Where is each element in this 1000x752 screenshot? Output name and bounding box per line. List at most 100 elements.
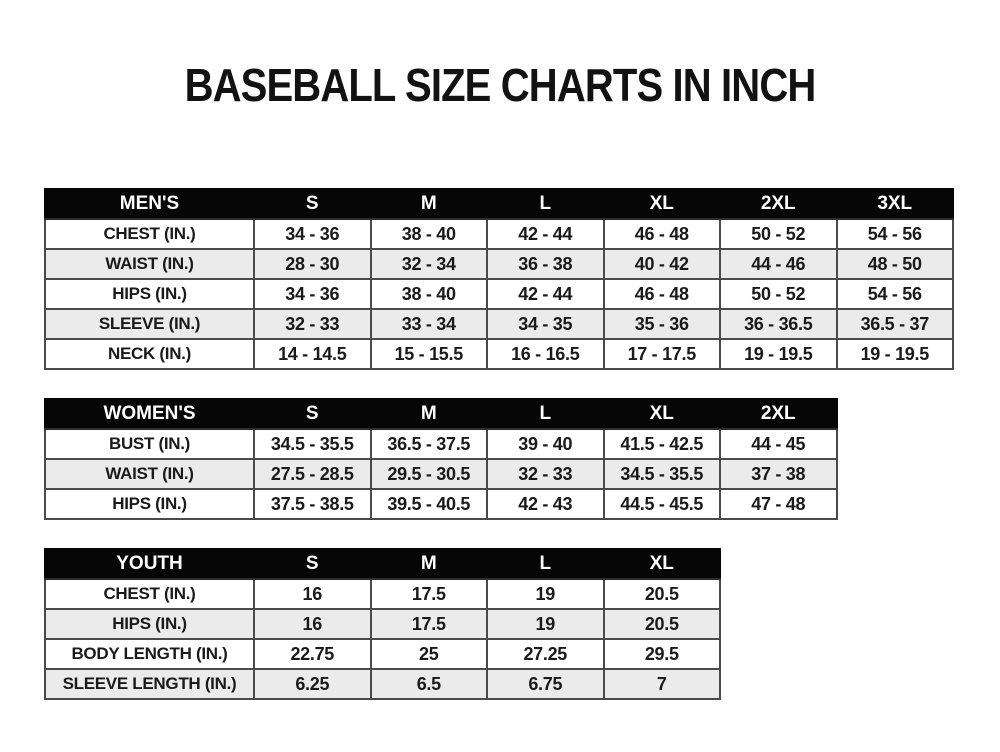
size-value-cell: 6.5 bbox=[369, 668, 488, 700]
row-label: CHEST (IN.) bbox=[44, 218, 255, 250]
size-value-cell: 20.5 bbox=[602, 578, 721, 610]
youth-size-table: YOUTH S M L XL CHEST (IN.) 16 17.5 19 20.5 HIPS (I… bbox=[44, 548, 721, 700]
row-label: HIPS (IN.) bbox=[44, 278, 255, 310]
size-value-cell: 32 - 34 bbox=[369, 248, 488, 280]
womens-size-table: WOMEN'S S M L XL 2XL BUST (IN.) 34.5 - 35.5 36.5… bbox=[44, 398, 838, 520]
size-value-cell: 44.5 - 45.5 bbox=[602, 488, 721, 520]
youth-table-row: SLEEVE LENGTH (IN.) 6.25 6.5 6.75 7 bbox=[44, 668, 721, 700]
mens-table-row: HIPS (IN.) 34 - 36 38 - 40 42 - 44 46 - 48 50… bbox=[44, 278, 954, 310]
size-value-cell: 36.5 - 37 bbox=[835, 308, 954, 340]
size-value-cell: 44 - 45 bbox=[719, 428, 838, 460]
size-value-cell: 32 - 33 bbox=[486, 458, 605, 490]
size-value-cell: 22.75 bbox=[253, 638, 372, 670]
mens-table-row: NECK (IN.) 14 - 14.5 15 - 15.5 16 - 16.5 17 … bbox=[44, 338, 954, 370]
size-value-cell: 54 - 56 bbox=[835, 218, 954, 250]
size-value-cell: 44 - 46 bbox=[719, 248, 838, 280]
size-value-cell: 27.5 - 28.5 bbox=[253, 458, 372, 490]
womens-size-column-header: S bbox=[253, 398, 372, 430]
size-value-cell: 6.25 bbox=[253, 668, 372, 700]
size-value-cell: 40 - 42 bbox=[602, 248, 721, 280]
size-value-cell: 34 - 36 bbox=[253, 218, 372, 250]
size-value-cell: 19 - 19.5 bbox=[719, 338, 838, 370]
size-value-cell: 27.25 bbox=[486, 638, 605, 670]
size-value-cell: 25 bbox=[369, 638, 488, 670]
size-value-cell: 17.5 bbox=[369, 608, 488, 640]
size-value-cell: 50 - 52 bbox=[719, 278, 838, 310]
size-value-cell: 20.5 bbox=[602, 608, 721, 640]
womens-table-row: WAIST (IN.) 27.5 - 28.5 29.5 - 30.5 32 - 33… bbox=[44, 458, 838, 490]
size-value-cell: 16 bbox=[253, 608, 372, 640]
row-label: SLEEVE (IN.) bbox=[44, 308, 255, 340]
mens-group-header: MEN'S bbox=[44, 188, 255, 220]
size-value-cell: 16 bbox=[253, 578, 372, 610]
size-value-cell: 34 - 36 bbox=[253, 278, 372, 310]
size-value-cell: 35 - 36 bbox=[602, 308, 721, 340]
row-label: CHEST (IN.) bbox=[44, 578, 255, 610]
womens-header-row: WOMEN'S S M L XL 2XL bbox=[44, 398, 838, 430]
size-value-cell: 36 - 36.5 bbox=[719, 308, 838, 340]
womens-size-column-header: M bbox=[369, 398, 488, 430]
row-label: SLEEVE LENGTH (IN.) bbox=[44, 668, 255, 700]
size-value-cell: 39.5 - 40.5 bbox=[369, 488, 488, 520]
womens-size-column-header: XL bbox=[602, 398, 721, 430]
mens-header-row: MEN'S S M L XL 2XL 3XL bbox=[44, 188, 954, 220]
youth-table-row: BODY LENGTH (IN.) 22.75 25 27.25 29.5 bbox=[44, 638, 721, 670]
youth-header-row: YOUTH S M L XL bbox=[44, 548, 721, 580]
size-charts-container: MEN'S S M L XL 2XL 3XL CHEST (IN.) 34 - 36 38 - 4… bbox=[44, 188, 1000, 700]
womens-table-row: HIPS (IN.) 37.5 - 38.5 39.5 - 40.5 42 - 43 4… bbox=[44, 488, 838, 520]
womens-size-column-header: L bbox=[486, 398, 605, 430]
mens-size-column-header: 2XL bbox=[719, 188, 838, 220]
size-value-cell: 36 - 38 bbox=[486, 248, 605, 280]
youth-size-column-header: S bbox=[253, 548, 372, 580]
size-value-cell: 34 - 35 bbox=[486, 308, 605, 340]
size-value-cell: 46 - 48 bbox=[602, 218, 721, 250]
size-value-cell: 36.5 - 37.5 bbox=[369, 428, 488, 460]
mens-size-column-header: XL bbox=[602, 188, 721, 220]
size-value-cell: 28 - 30 bbox=[253, 248, 372, 280]
size-value-cell: 29.5 bbox=[602, 638, 721, 670]
size-value-cell: 42 - 44 bbox=[486, 218, 605, 250]
youth-table-row: CHEST (IN.) 16 17.5 19 20.5 bbox=[44, 578, 721, 610]
size-value-cell: 17.5 bbox=[369, 578, 488, 610]
mens-size-column-header: 3XL bbox=[835, 188, 954, 220]
page-title: BASEBALL SIZE CHARTS IN INCH bbox=[184, 59, 817, 111]
row-label: WAIST (IN.) bbox=[44, 248, 255, 280]
size-value-cell: 41.5 - 42.5 bbox=[602, 428, 721, 460]
row-label: HIPS (IN.) bbox=[44, 608, 255, 640]
size-value-cell: 42 - 43 bbox=[486, 488, 605, 520]
size-value-cell: 34.5 - 35.5 bbox=[602, 458, 721, 490]
size-value-cell: 38 - 40 bbox=[369, 278, 488, 310]
size-value-cell: 19 bbox=[486, 608, 605, 640]
size-value-cell: 14 - 14.5 bbox=[253, 338, 372, 370]
size-value-cell: 42 - 44 bbox=[486, 278, 605, 310]
mens-table-row: CHEST (IN.) 34 - 36 38 - 40 42 - 44 46 - 48 5… bbox=[44, 218, 954, 250]
mens-size-column-header: M bbox=[369, 188, 488, 220]
size-value-cell: 16 - 16.5 bbox=[486, 338, 605, 370]
row-label: BUST (IN.) bbox=[44, 428, 255, 460]
size-value-cell: 54 - 56 bbox=[835, 278, 954, 310]
size-value-cell: 48 - 50 bbox=[835, 248, 954, 280]
row-label: BODY LENGTH (IN.) bbox=[44, 638, 255, 670]
size-value-cell: 46 - 48 bbox=[602, 278, 721, 310]
row-label: HIPS (IN.) bbox=[44, 488, 255, 520]
size-value-cell: 32 - 33 bbox=[253, 308, 372, 340]
size-value-cell: 47 - 48 bbox=[719, 488, 838, 520]
youth-table-row: HIPS (IN.) 16 17.5 19 20.5 bbox=[44, 608, 721, 640]
size-value-cell: 34.5 - 35.5 bbox=[253, 428, 372, 460]
size-value-cell: 37 - 38 bbox=[719, 458, 838, 490]
size-value-cell: 19 bbox=[486, 578, 605, 610]
size-value-cell: 33 - 34 bbox=[369, 308, 488, 340]
size-value-cell: 38 - 40 bbox=[369, 218, 488, 250]
size-value-cell: 19 - 19.5 bbox=[835, 338, 954, 370]
youth-group-header: YOUTH bbox=[44, 548, 255, 580]
size-value-cell: 39 - 40 bbox=[486, 428, 605, 460]
row-label: WAIST (IN.) bbox=[44, 458, 255, 490]
youth-size-column-header: XL bbox=[602, 548, 721, 580]
youth-size-column-header: L bbox=[486, 548, 605, 580]
womens-group-header: WOMEN'S bbox=[44, 398, 255, 430]
size-value-cell: 29.5 - 30.5 bbox=[369, 458, 488, 490]
size-value-cell: 50 - 52 bbox=[719, 218, 838, 250]
womens-size-column-header: 2XL bbox=[719, 398, 838, 430]
youth-size-column-header: M bbox=[369, 548, 488, 580]
